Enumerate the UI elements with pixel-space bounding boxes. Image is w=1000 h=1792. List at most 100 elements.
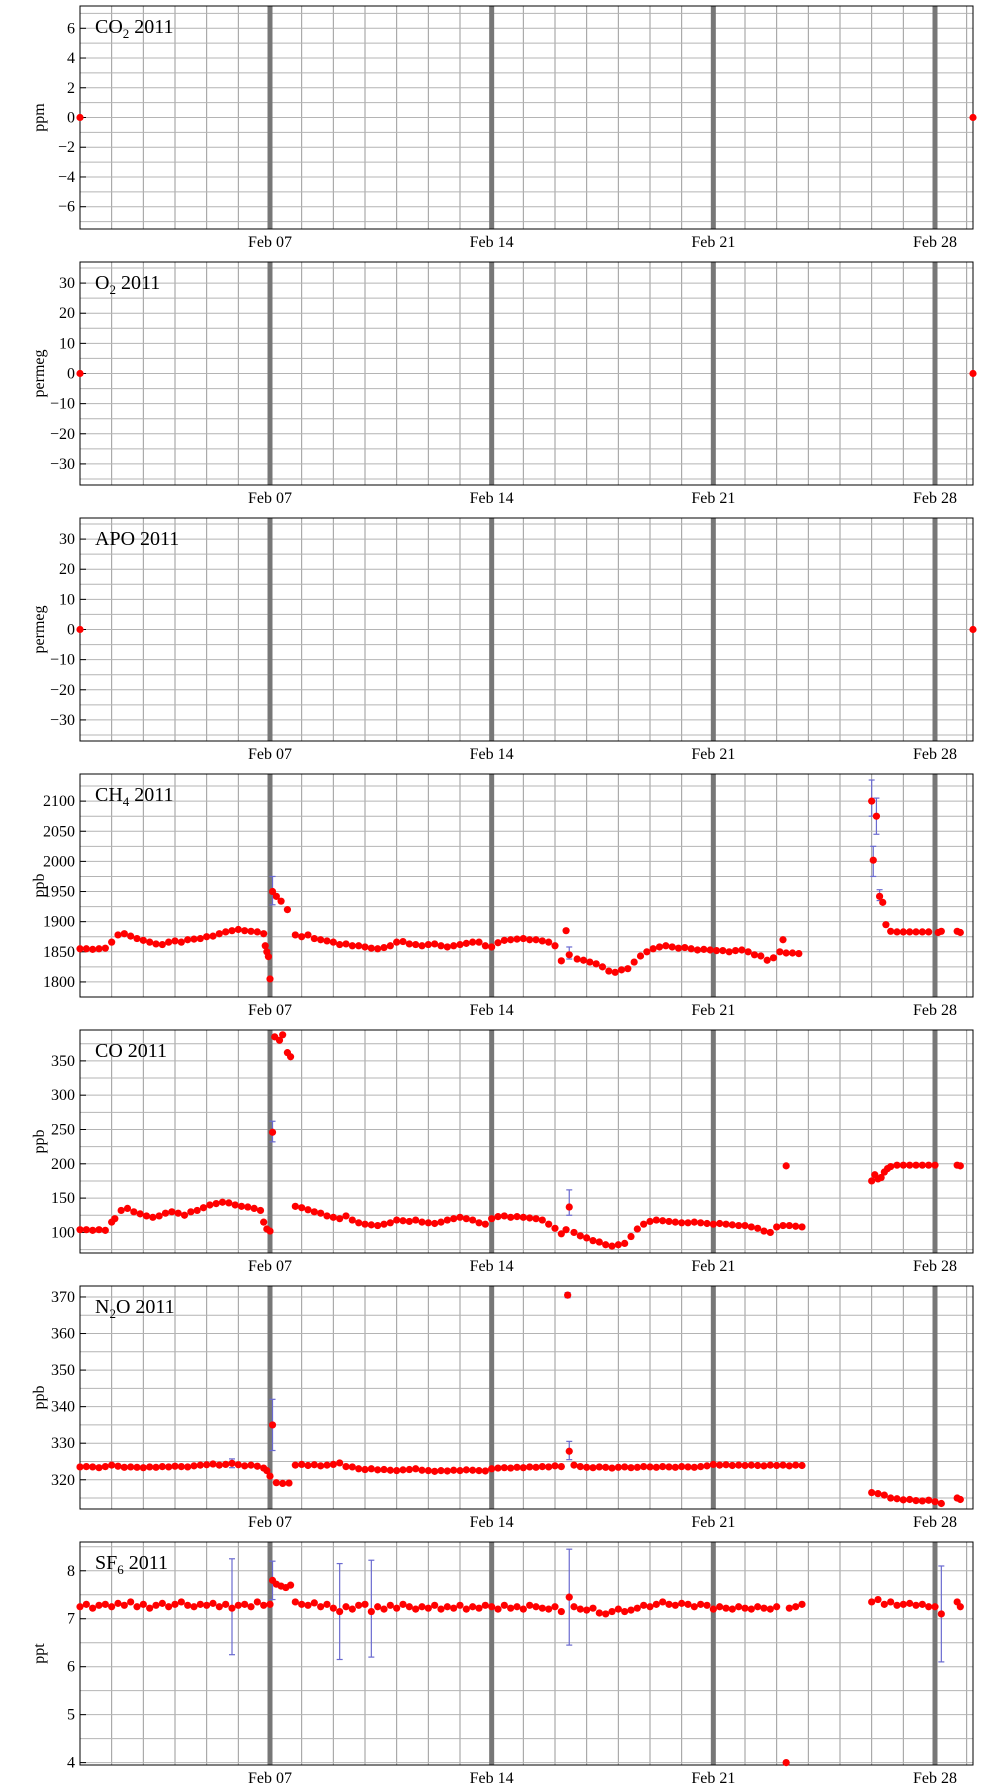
data-point [317, 1603, 325, 1611]
data-point [462, 939, 470, 947]
chart-panel-1: −30 −20 −10 0 10 20 30 Feb 07 Feb 14 Feb 21 Feb 28… [31, 261, 977, 507]
data-point [380, 1220, 388, 1228]
y-tick-label: −20 [50, 426, 75, 443]
data-point [443, 1603, 451, 1611]
data-point [283, 906, 292, 914]
data-point [747, 1461, 755, 1469]
data-point [557, 1230, 565, 1238]
data-point [678, 1599, 686, 1607]
data-point [101, 1462, 109, 1471]
data-point [709, 1605, 717, 1613]
data-point [165, 1463, 173, 1471]
data-point [462, 1605, 470, 1613]
data-point [247, 1603, 255, 1611]
data-point [608, 1464, 616, 1472]
data-point [481, 942, 489, 950]
data-point [310, 1208, 318, 1216]
data-point [268, 1421, 277, 1429]
data-point [89, 1463, 97, 1471]
data-point [418, 1466, 426, 1474]
y-tick-label: 340 [51, 1399, 75, 1416]
data-point [450, 942, 458, 950]
data-point [519, 1464, 527, 1472]
data-point [532, 1603, 540, 1611]
data-point [912, 1161, 920, 1169]
data-point [215, 1461, 223, 1469]
data-point [386, 942, 394, 950]
data-point [678, 1462, 686, 1471]
data-point [937, 1499, 945, 1508]
data-point [931, 1603, 939, 1611]
data-point [722, 1461, 730, 1469]
y-tick-label: 2050 [43, 823, 75, 840]
y-tick-label: −6 [58, 199, 75, 216]
data-point [738, 946, 746, 954]
data-point [348, 1463, 356, 1471]
data-point [526, 1463, 534, 1471]
data-point [228, 1459, 236, 1467]
data-point [399, 1600, 407, 1608]
data-point [76, 1603, 84, 1611]
data-point [203, 1601, 211, 1609]
x-tick-label: Feb 28 [913, 1002, 957, 1019]
x-tick-label: Feb 14 [470, 234, 514, 251]
data-point [450, 1604, 458, 1612]
chart-panel-6: 4 5 6 7 8 Feb 07 Feb 14 Feb 21 Feb 28 ppt SF6 2011 [31, 1541, 974, 1787]
data-point [706, 946, 714, 954]
data-point [279, 1479, 287, 1488]
data-point [120, 1463, 128, 1471]
data-point [526, 936, 534, 944]
data-point [716, 1461, 724, 1469]
data-point [741, 1461, 749, 1470]
data-point [684, 1219, 692, 1227]
data-point [659, 1462, 667, 1471]
y-axis-label: ppb [31, 1386, 48, 1410]
x-tick-label: Feb 14 [470, 1002, 514, 1019]
data-point [937, 927, 945, 935]
panel-title: O2 2011 [95, 272, 160, 297]
data-point [405, 1603, 413, 1611]
data-point [291, 1202, 299, 1210]
data-point [760, 1604, 768, 1612]
data-point [456, 940, 464, 949]
data-point [614, 1463, 622, 1471]
data-point [196, 1600, 204, 1608]
data-point [731, 946, 740, 955]
data-point [513, 1213, 521, 1221]
y-tick-label: 2100 [43, 793, 75, 810]
y-tick-label: 5 [67, 1707, 75, 1724]
data-point [760, 1227, 768, 1235]
data-point [500, 1601, 508, 1609]
y-tick-label: 6 [67, 1659, 75, 1676]
data-point [925, 1603, 933, 1611]
x-tick-label: Feb 07 [248, 490, 292, 507]
y-tick-label: −30 [50, 712, 75, 729]
data-point [174, 1209, 182, 1217]
data-point [880, 1600, 888, 1608]
y-tick-label: 370 [51, 1289, 75, 1306]
data-point [177, 1462, 185, 1471]
data-point [627, 1606, 635, 1614]
data-point [551, 1603, 559, 1611]
data-point [95, 945, 103, 953]
data-point [481, 1467, 489, 1475]
data-point [887, 1494, 895, 1502]
y-tick-label: 360 [51, 1326, 75, 1343]
data-point [562, 1226, 570, 1234]
data-point [256, 1206, 265, 1215]
data-point [687, 945, 695, 953]
data-point [469, 1216, 477, 1224]
chart-panel-2: −30 −20 −10 0 10 20 30 Feb 07 Feb 14 Feb 21 Feb 28… [31, 517, 977, 763]
data-point [418, 1603, 426, 1611]
data-point [117, 1206, 125, 1215]
data-point [431, 1219, 439, 1228]
data-point [906, 1599, 914, 1607]
data-point [665, 1217, 673, 1226]
data-point [937, 1610, 945, 1618]
data-point [76, 113, 84, 122]
data-point [697, 1219, 705, 1227]
data-point [931, 1498, 939, 1506]
data-point [605, 967, 613, 975]
data-point [532, 1215, 540, 1223]
data-point [500, 936, 508, 944]
